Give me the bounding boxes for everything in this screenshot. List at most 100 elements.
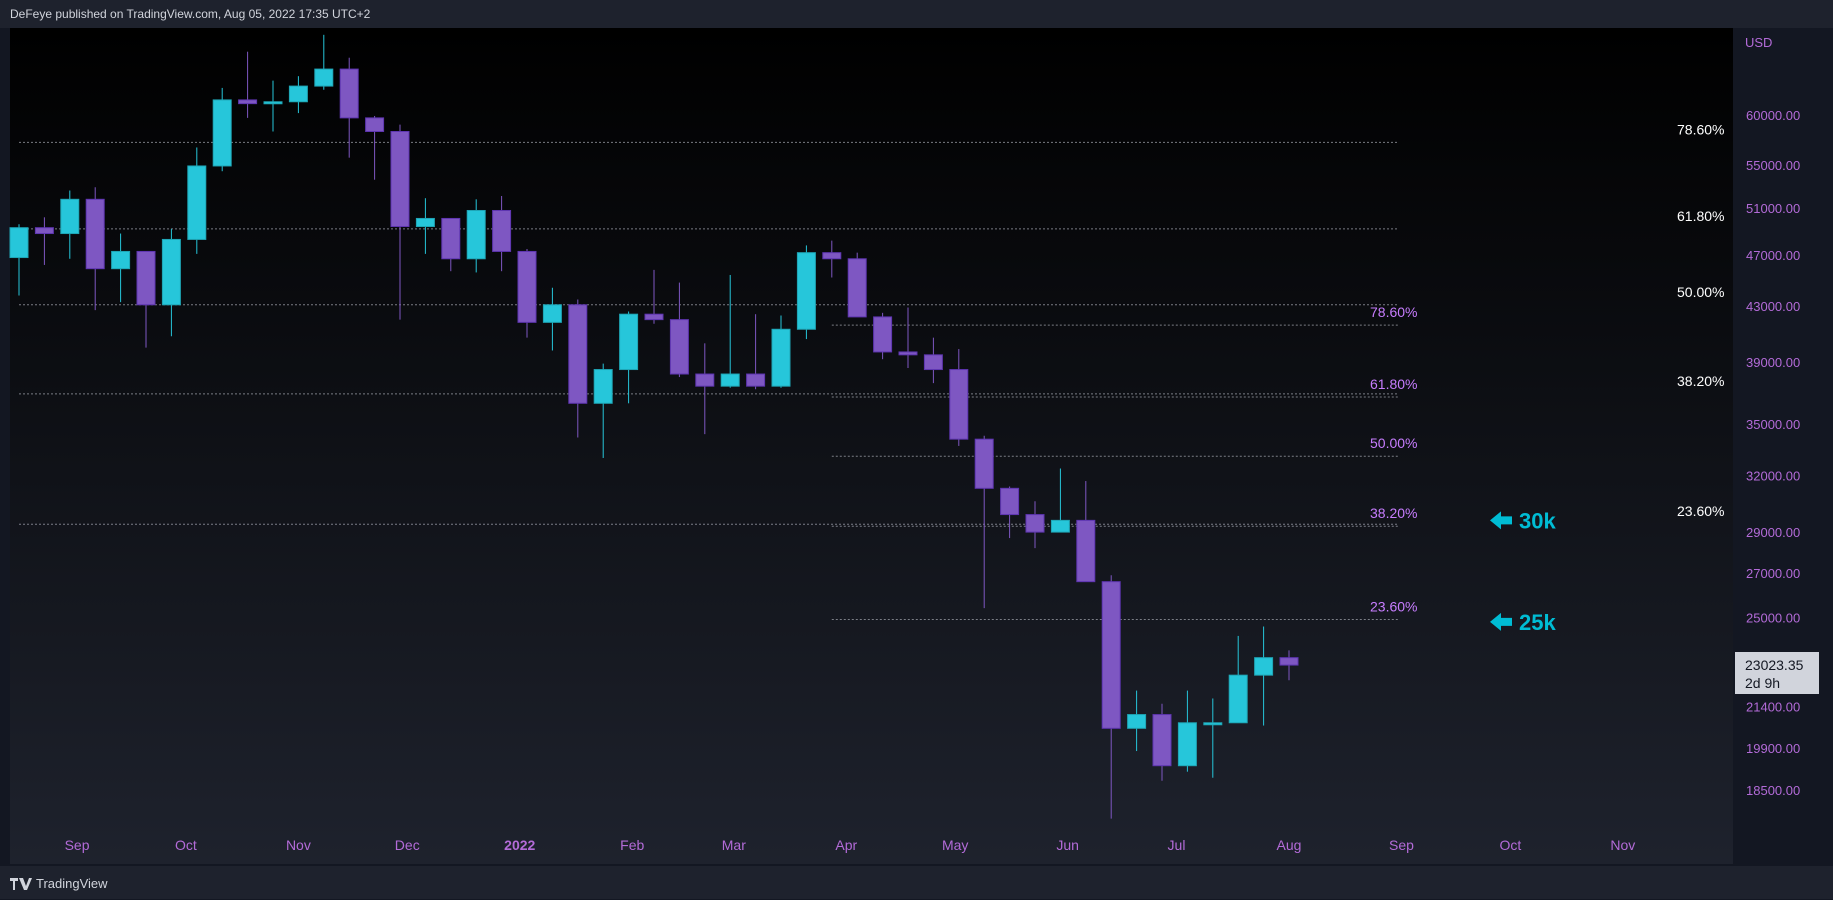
candle — [263, 80, 283, 132]
annotation-label: 30k — [1519, 508, 1556, 533]
candle — [1203, 698, 1223, 778]
left-arrow-icon — [1490, 612, 1512, 631]
candle — [390, 124, 410, 320]
candle-body — [238, 99, 258, 105]
time-tick-label: May — [942, 837, 968, 853]
candle — [1127, 690, 1147, 752]
price-tick-label: 47000.00 — [1746, 248, 1800, 263]
plot-background — [10, 28, 1733, 864]
left-arrow-icon — [1490, 511, 1512, 530]
fib-large-level-label: 61.80% — [1677, 208, 1724, 224]
candle-body — [390, 130, 410, 228]
candle-body — [288, 85, 308, 103]
fib-large-level-label: 50.00% — [1677, 284, 1724, 300]
candle — [720, 274, 740, 388]
price-tick-label: 19900.00 — [1746, 741, 1800, 756]
candle-body — [746, 373, 766, 387]
candle — [746, 314, 766, 390]
candle-body — [339, 68, 359, 119]
time-tick-label: Apr — [835, 837, 857, 853]
fib-retracement-large[interactable]: 78.60% 61.80% 50.00% 38.20% 23.60% — [19, 121, 1724, 525]
fib-small-level-label: 61.80% — [1370, 376, 1417, 392]
candle-body — [644, 313, 664, 321]
candle-body — [111, 250, 131, 270]
candle-body — [873, 316, 893, 353]
candle — [34, 217, 54, 265]
time-tick-label: Aug — [1277, 837, 1302, 853]
price-annotations[interactable]: 30k 25k — [1490, 508, 1556, 635]
candle — [1152, 703, 1172, 781]
time-axis[interactable]: Sep Oct Nov Dec 2022 Feb Mar Apr May Jun Jul Aug Sep… — [65, 837, 1636, 853]
candle — [771, 315, 791, 388]
candle-body — [796, 252, 816, 330]
chart-header: DeFeye published on TradingView.com, Aug… — [0, 0, 1833, 28]
candle — [212, 87, 232, 172]
candle — [593, 363, 613, 458]
candle — [695, 343, 715, 435]
price-axis[interactable]: 60000.00 55000.00 51000.00 47000.00 43000.00… — [1746, 108, 1800, 798]
candle — [669, 282, 689, 378]
current-price-tag: 23023.35 2d 9h — [1735, 652, 1819, 694]
candle — [60, 190, 80, 259]
candle-body — [695, 373, 715, 387]
candle — [568, 299, 588, 438]
candles[interactable] — [9, 34, 1299, 819]
candle-body — [34, 227, 54, 235]
price-tag-bg — [1735, 652, 1819, 694]
candle-body — [1279, 657, 1299, 666]
fib-retracement-small[interactable]: 78.60% 61.80% 50.00% 38.20% 23.60% — [831, 304, 1418, 621]
candle-body — [1177, 722, 1197, 767]
time-tick-label: Mar — [722, 837, 746, 853]
candle-body — [822, 252, 842, 260]
tradingview-logo[interactable]: TradingView — [10, 866, 108, 900]
candle-body — [466, 209, 486, 260]
candle — [619, 311, 639, 404]
chart-footer: TradingView — [0, 866, 1833, 899]
price-tick-label: 29000.00 — [1746, 525, 1800, 540]
candlestick-chart[interactable]: 78.60% 61.80% 50.00% 38.20% 23.60% 78.60% 61.… — [0, 0, 1833, 866]
candle — [974, 435, 994, 609]
candle — [517, 249, 537, 338]
price-tick-label: 55000.00 — [1746, 158, 1800, 173]
candle-body — [1254, 657, 1274, 676]
candle — [1254, 626, 1274, 726]
candle-body — [568, 304, 588, 404]
fib-large-level-label: 38.20% — [1677, 373, 1724, 389]
price-tick-label: 18500.00 — [1746, 783, 1800, 798]
fib-large-level-label: 78.60% — [1677, 121, 1724, 137]
candle-body — [492, 209, 512, 252]
fib-small-level-label: 50.00% — [1370, 435, 1417, 451]
candle — [1076, 481, 1096, 583]
candle — [136, 250, 156, 348]
price-tick-label: 25000.00 — [1746, 610, 1800, 625]
candle — [111, 233, 131, 303]
price-tick-label: 27000.00 — [1746, 566, 1800, 581]
candle — [644, 269, 664, 324]
time-tick-label: Oct — [175, 837, 197, 853]
candle-body — [1076, 519, 1096, 583]
candle — [238, 51, 258, 118]
candle-body — [1203, 722, 1223, 726]
candle-body — [263, 101, 283, 105]
price-tick-label: 43000.00 — [1746, 299, 1800, 314]
candle-body — [771, 328, 791, 387]
time-tick-label: Sep — [65, 837, 90, 853]
candle-body — [9, 227, 29, 259]
price-tick-label: 32000.00 — [1746, 469, 1800, 484]
candle-body — [85, 198, 105, 270]
candle — [923, 337, 943, 384]
candle — [822, 240, 842, 278]
candle — [873, 312, 893, 360]
candle-body — [1050, 519, 1070, 533]
tradingview-logo-icon — [10, 877, 32, 890]
candle — [542, 287, 562, 351]
candle-body — [187, 165, 207, 240]
fib-small-level-label: 38.20% — [1370, 505, 1417, 521]
time-tick-label: Jun — [1056, 837, 1079, 853]
price-tick-label: 60000.00 — [1746, 108, 1800, 123]
candle-body — [1000, 487, 1020, 516]
fib-small-level-label: 23.60% — [1370, 599, 1417, 615]
fib-small-level-label: 78.60% — [1370, 304, 1417, 320]
candle — [949, 349, 969, 446]
fib-large-level-label: 23.60% — [1677, 503, 1724, 519]
